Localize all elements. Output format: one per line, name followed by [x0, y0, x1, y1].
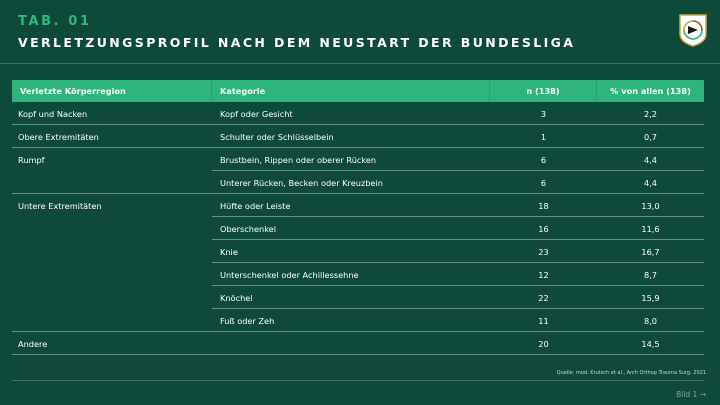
- page-title: VERLETZUNGSPROFIL NACH DEM NEUSTART DER …: [18, 35, 576, 50]
- cell-region: [12, 263, 212, 286]
- row-separator: [12, 193, 704, 194]
- cell-region: [12, 286, 212, 309]
- cell-n: 18: [538, 200, 549, 211]
- injury-table: Verletzte Körperregion Kategorie n (138)…: [12, 80, 704, 355]
- cell-percent: 13,0: [641, 200, 660, 211]
- table-row: Andere 20 14,5: [12, 332, 704, 355]
- row-separator: [212, 308, 704, 309]
- cell-category: Schulter oder Schlüsselbein: [220, 131, 334, 142]
- column-header-region: Verletzte Körperregion: [12, 80, 212, 102]
- table-row: Obere Extremitäten Schulter oder Schlüsse…: [12, 125, 704, 148]
- row-separator: [212, 262, 704, 263]
- cell-region: Andere: [18, 338, 48, 349]
- table-row: Fuß oder Zeh 11 8,0: [12, 309, 704, 332]
- cell-category: Knöchel: [220, 292, 253, 303]
- cell-percent: 4,4: [643, 177, 658, 188]
- cell-region: Obere Extremitäten: [18, 131, 99, 142]
- cell-region: [12, 240, 212, 263]
- cell-category: Oberschenkel: [220, 223, 276, 234]
- table-row: Knöchel 22 15,9: [12, 286, 704, 309]
- column-header-percent: % von allen (138): [610, 86, 691, 96]
- table-row: Knie 23 16,7: [12, 240, 704, 263]
- cell-n: 16: [538, 223, 549, 234]
- cell-percent: 0,7: [643, 131, 658, 142]
- cell-category: Hüfte oder Leiste: [220, 200, 291, 211]
- footer-divider: [12, 380, 704, 381]
- cell-region: [12, 217, 212, 240]
- dfb-eagle-emblem-icon: [677, 13, 709, 47]
- cell-percent: 2,2: [643, 108, 658, 119]
- table-header: Verletzte Körperregion Kategorie n (138)…: [12, 80, 704, 102]
- row-separator: [212, 170, 704, 171]
- cell-region: Kopf und Nacken: [18, 108, 88, 119]
- cell-region: Rumpf: [18, 154, 45, 165]
- cell-category: [212, 332, 490, 355]
- cell-n: 3: [540, 108, 547, 119]
- cell-n: 1: [540, 131, 547, 142]
- row-separator: [12, 354, 704, 355]
- cell-n: 20: [538, 338, 549, 349]
- cell-n: 12: [538, 269, 549, 280]
- table-number: TAB. 01: [18, 14, 92, 29]
- cell-n: 23: [538, 246, 549, 257]
- cell-category: Unterschenkel oder Achillessehne: [220, 269, 359, 280]
- table-row: Unterer Rücken, Becken oder Kreuzbein 6 4,…: [12, 171, 704, 194]
- cell-n: 22: [538, 292, 549, 303]
- cell-percent: 8,0: [643, 315, 658, 326]
- cell-category: Kopf oder Gesicht: [220, 108, 293, 119]
- cell-n: 11: [538, 315, 549, 326]
- cell-percent: 11,6: [641, 223, 660, 234]
- table-row: Untere Extremitäten Hüfte oder Leiste 18 13…: [12, 194, 704, 217]
- table-row: Unterschenkel oder Achillessehne 12 8,7: [12, 263, 704, 286]
- header: TAB. 01 VERLETZUNGSPROFIL NACH DEM NEUST…: [18, 14, 575, 51]
- cell-category: Fuß oder Zeh: [220, 315, 275, 326]
- row-separator: [12, 124, 704, 125]
- row-separator: [12, 147, 704, 148]
- source-note: Quelle: mod. Krutsch et al., Arch Orthop…: [556, 370, 706, 376]
- cell-category: Unterer Rücken, Becken oder Kreuzbein: [220, 177, 383, 188]
- row-separator: [212, 239, 704, 240]
- cell-percent: 16,7: [641, 246, 660, 257]
- cell-region: Untere Extremitäten: [18, 200, 102, 211]
- row-separator: [212, 216, 704, 217]
- column-header-category: Kategorie: [212, 80, 490, 102]
- cell-region: [12, 309, 212, 332]
- cell-percent: 15,9: [641, 292, 660, 303]
- cell-category: Knie: [220, 246, 238, 257]
- cell-percent: 4,4: [643, 154, 658, 165]
- row-separator: [12, 331, 704, 332]
- cell-percent: 8,7: [643, 269, 658, 280]
- cell-n: 6: [540, 177, 547, 188]
- cell-region: [12, 171, 212, 194]
- row-separator: [212, 285, 704, 286]
- cell-category: Brustbein, Rippen oder oberer Rücken: [220, 154, 377, 165]
- table-row: Rumpf Brustbein, Rippen oder oberer Rücke…: [12, 148, 704, 171]
- table-row: Oberschenkel 16 11,6: [12, 217, 704, 240]
- cell-percent: 14,5: [641, 338, 660, 349]
- cell-n: 6: [540, 154, 547, 165]
- page-indicator: Bild 1 →: [676, 390, 706, 399]
- column-header-n: n (138): [490, 80, 597, 102]
- table-row: Kopf und Nacken Kopf oder Gesicht 3 2,2: [12, 102, 704, 125]
- table-body: Kopf und Nacken Kopf oder Gesicht 3 2,2 Ober…: [12, 102, 704, 355]
- header-divider: [0, 63, 720, 64]
